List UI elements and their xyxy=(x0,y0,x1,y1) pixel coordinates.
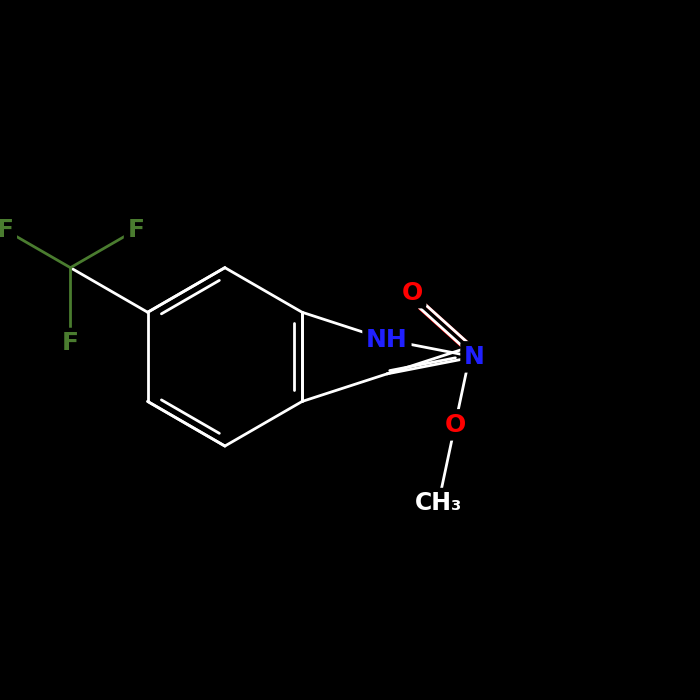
Text: F: F xyxy=(62,332,79,356)
Text: N: N xyxy=(464,345,485,369)
Text: O: O xyxy=(444,413,466,437)
Text: O: O xyxy=(402,281,423,304)
Text: F: F xyxy=(127,218,145,241)
Text: NH: NH xyxy=(366,328,408,352)
Text: F: F xyxy=(0,218,13,241)
Text: CH₃: CH₃ xyxy=(414,491,462,515)
